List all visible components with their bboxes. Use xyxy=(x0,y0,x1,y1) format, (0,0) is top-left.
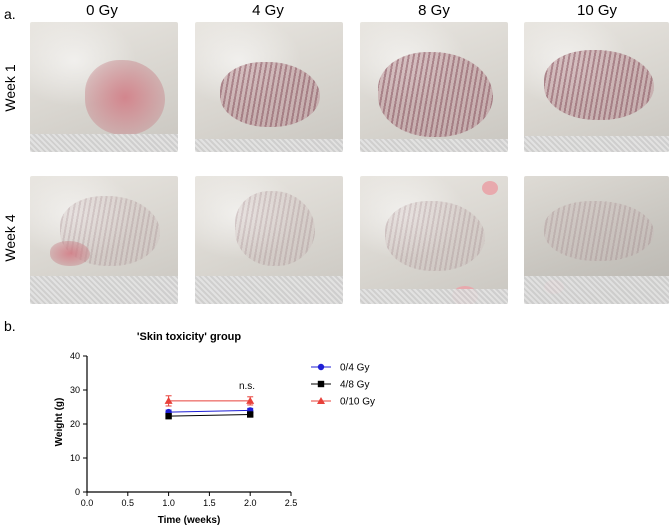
legend-label: 4/8 Gy xyxy=(340,380,369,391)
data-point xyxy=(165,412,172,420)
photo-week4-8gy xyxy=(360,176,508,304)
series-2 xyxy=(165,411,254,420)
series-line xyxy=(168,409,251,413)
legend-item: 4/8 Gy xyxy=(311,380,369,391)
chart-axes: 0.0 0.5 1.0 1.5 2.0 2.5 0 10 20 30 40 xyxy=(70,351,297,508)
y-tick-label: 10 xyxy=(70,453,80,463)
x-tick-label: 1.5 xyxy=(203,498,216,508)
photo-week4-0gy xyxy=(30,176,178,304)
x-tick-label: 0.0 xyxy=(81,498,94,508)
panel-a-label: a. xyxy=(4,6,16,22)
y-tick-label: 0 xyxy=(75,487,80,497)
row-label-week-4: Week 4 xyxy=(2,214,18,262)
photo-week1-0gy xyxy=(30,22,178,152)
photo-week1-10gy xyxy=(524,22,669,152)
legend-item: 0/10 Gy xyxy=(311,397,375,408)
row-label-week-1: Week 1 xyxy=(2,64,18,112)
x-tick-label: 2.5 xyxy=(285,498,298,508)
legend-marker xyxy=(317,380,325,388)
legend-item: 0/4 Gy xyxy=(311,363,369,374)
data-point xyxy=(246,396,255,404)
chart-series xyxy=(164,395,255,420)
y-tick-label: 20 xyxy=(70,419,80,429)
series-1 xyxy=(165,407,254,416)
legend-label: 0/10 Gy xyxy=(340,397,375,408)
photo-week1-4gy xyxy=(195,22,343,152)
data-point xyxy=(247,411,254,418)
chart-legend: 0/4 Gy 4/8 Gy 0/10 Gy xyxy=(311,363,375,408)
column-label-0gy: 0 Gy xyxy=(86,2,118,19)
photo-week1-8gy xyxy=(360,22,508,152)
y-tick-label: 40 xyxy=(70,351,80,361)
chart-title: 'Skin toxicity' group xyxy=(137,331,242,343)
y-tick-label: 30 xyxy=(70,385,80,395)
column-label-10gy: 10 Gy xyxy=(576,2,618,19)
y-axis-label: Weight (g) xyxy=(54,398,65,447)
x-tick-label: 2.0 xyxy=(244,498,257,508)
legend-marker xyxy=(317,397,325,404)
column-label-4gy: 4 Gy xyxy=(252,2,284,19)
legend-marker xyxy=(317,363,325,371)
photo-week4-10gy xyxy=(524,176,669,304)
series-line xyxy=(168,413,251,417)
data-point xyxy=(164,396,173,404)
weight-chart: 'Skin toxicity' group 0.0 0.5 1.0 1.5 2.0 2.5… xyxy=(54,331,375,526)
x-tick-label: 1.0 xyxy=(162,498,175,508)
series-3 xyxy=(164,395,255,407)
significance-annotation: n.s. xyxy=(239,381,255,392)
photo-week4-4gy xyxy=(195,176,343,304)
x-tick-label: 0.5 xyxy=(122,498,135,508)
column-label-8gy: 8 Gy xyxy=(418,2,450,19)
panel-b-label: b. xyxy=(4,318,16,334)
legend-label: 0/4 Gy xyxy=(340,363,369,374)
x-axis-label: Time (weeks) xyxy=(158,515,221,526)
